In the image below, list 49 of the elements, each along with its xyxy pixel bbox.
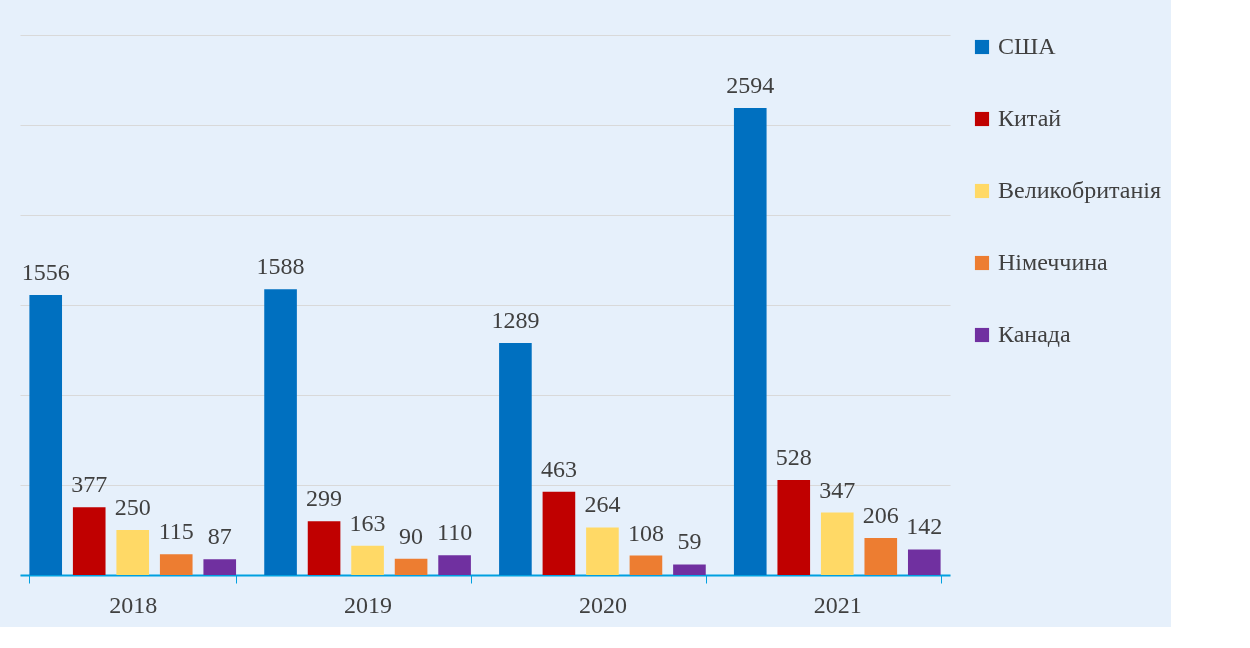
x-tick-label: 2021	[813, 591, 862, 618]
bar	[733, 108, 767, 575]
bar	[777, 479, 811, 575]
bar	[307, 521, 341, 575]
data-label: 463	[540, 455, 577, 482]
data-label: 1556	[21, 258, 70, 285]
bar	[72, 507, 106, 575]
bar	[264, 289, 297, 575]
data-label: 59	[677, 528, 702, 555]
data-label: 87	[207, 523, 232, 550]
data-label: 108	[627, 519, 664, 546]
bar	[820, 512, 854, 575]
bar	[864, 537, 898, 575]
data-label: 377	[71, 471, 108, 498]
bar	[159, 554, 193, 575]
legend-label: Канада	[998, 321, 1072, 347]
data-label: 110	[437, 519, 473, 546]
legend-label: Великобританія	[998, 177, 1161, 203]
bar	[438, 555, 471, 575]
bar	[907, 549, 941, 575]
data-label: 250	[114, 494, 151, 520]
bar	[499, 342, 532, 575]
legend-label: США	[998, 33, 1057, 59]
x-tick-label: 2018	[109, 591, 158, 618]
bar	[542, 491, 576, 575]
data-label: 206	[862, 501, 899, 528]
bar	[673, 564, 706, 575]
bar	[29, 294, 63, 575]
data-label: 528	[775, 443, 812, 470]
bar	[203, 559, 237, 575]
legend-label: Німеччина	[998, 249, 1109, 275]
x-tick-label: 2020	[578, 591, 627, 618]
bar	[116, 530, 150, 575]
legend-label: Китай	[998, 105, 1062, 131]
data-label: 347	[819, 476, 856, 503]
bar	[351, 545, 384, 575]
bar	[394, 558, 428, 575]
data-label: 264	[584, 491, 621, 518]
data-label: 90	[399, 522, 424, 549]
bar	[629, 555, 663, 575]
data-label: 299	[306, 485, 343, 512]
bar	[586, 527, 619, 575]
data-label: 142	[906, 513, 943, 540]
data-label: 163	[349, 509, 386, 536]
x-tick-label: 2019	[344, 591, 393, 618]
data-label: 1289	[491, 306, 540, 333]
data-label: 1588	[256, 253, 305, 280]
data-label: 115	[158, 518, 194, 545]
data-label: 2594	[726, 72, 775, 99]
